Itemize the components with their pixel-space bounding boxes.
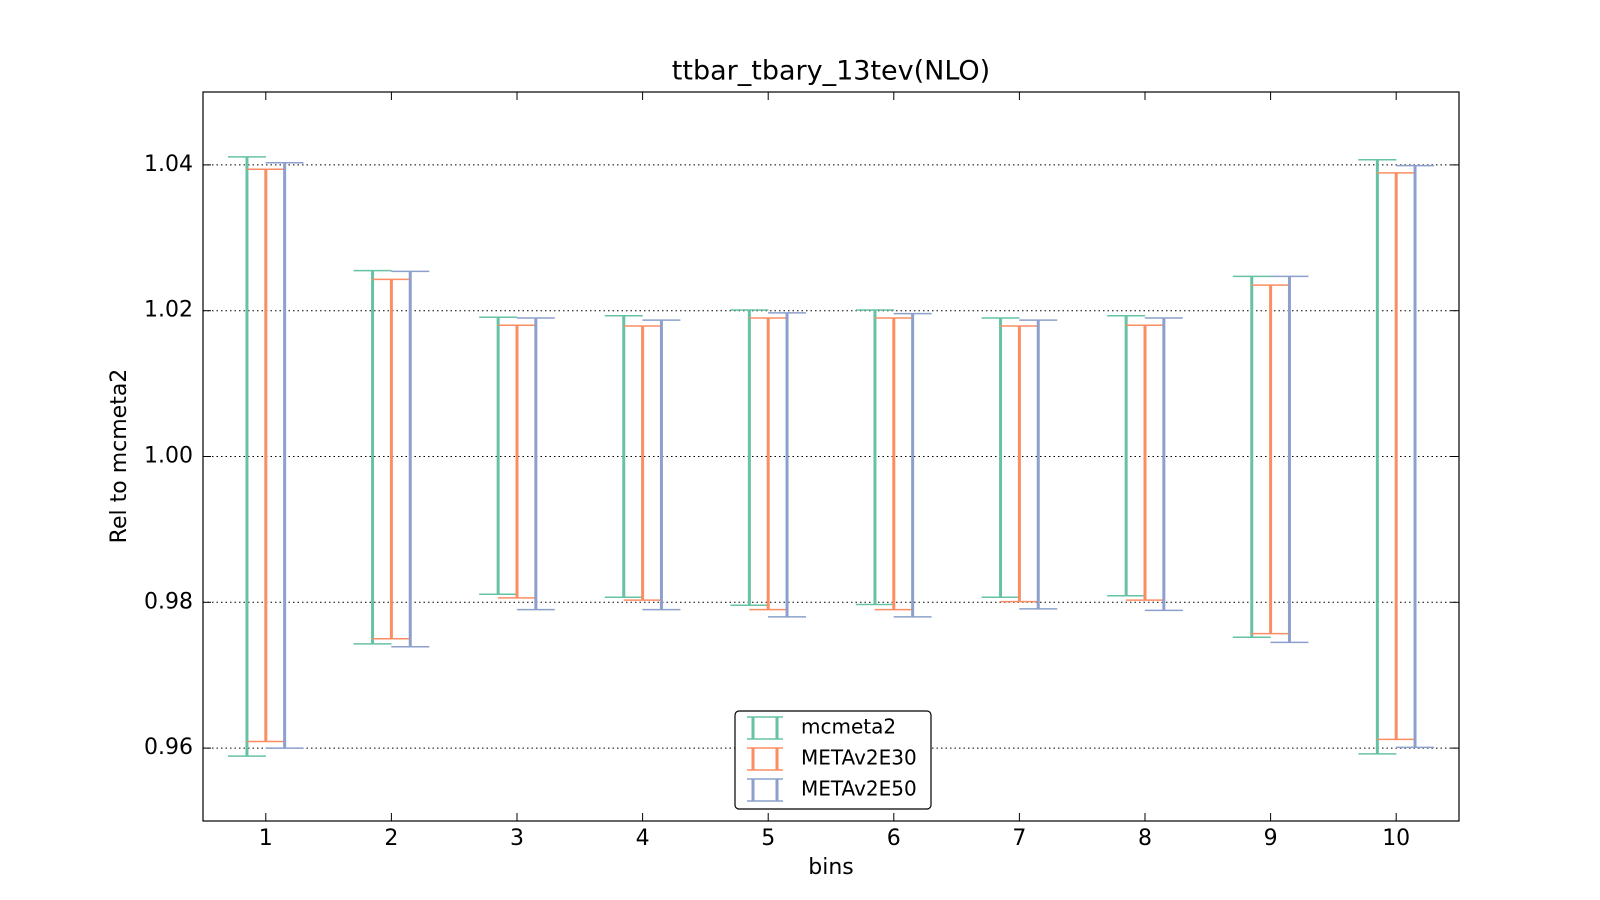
y-axis-label: Rel to mcmeta2 xyxy=(107,369,132,544)
chart-title: ttbar_tbary_13tev(NLO) xyxy=(672,56,990,87)
y-tick-label: 1.02 xyxy=(144,298,193,323)
legend-label: METAv2E30 xyxy=(801,746,917,770)
x-tick-label: 1 xyxy=(259,826,273,851)
legend-label: METAv2E50 xyxy=(801,777,917,801)
x-tick-label: 2 xyxy=(384,826,398,851)
legend-label: mcmeta2 xyxy=(801,715,896,739)
x-axis-label: bins xyxy=(808,855,853,880)
x-tick-label: 9 xyxy=(1264,826,1278,851)
x-tick-label: 5 xyxy=(761,826,775,851)
y-tick-label: 0.98 xyxy=(144,589,193,614)
y-tick-label: 0.96 xyxy=(144,735,193,760)
x-tick-label: 3 xyxy=(510,826,524,851)
x-tick-label: 7 xyxy=(1012,826,1026,851)
x-tick-label: 4 xyxy=(636,826,650,851)
y-tick-label: 1.04 xyxy=(144,152,193,177)
x-tick-label: 10 xyxy=(1382,826,1410,851)
plot-frame xyxy=(202,91,1460,822)
x-tick-label: 6 xyxy=(887,826,901,851)
y-tick-label: 1.00 xyxy=(144,444,193,469)
legend-box xyxy=(734,710,932,810)
legend: mcmeta2 METAv2E30 METAv2E50 xyxy=(734,710,932,810)
x-tick-label: 8 xyxy=(1138,826,1152,851)
